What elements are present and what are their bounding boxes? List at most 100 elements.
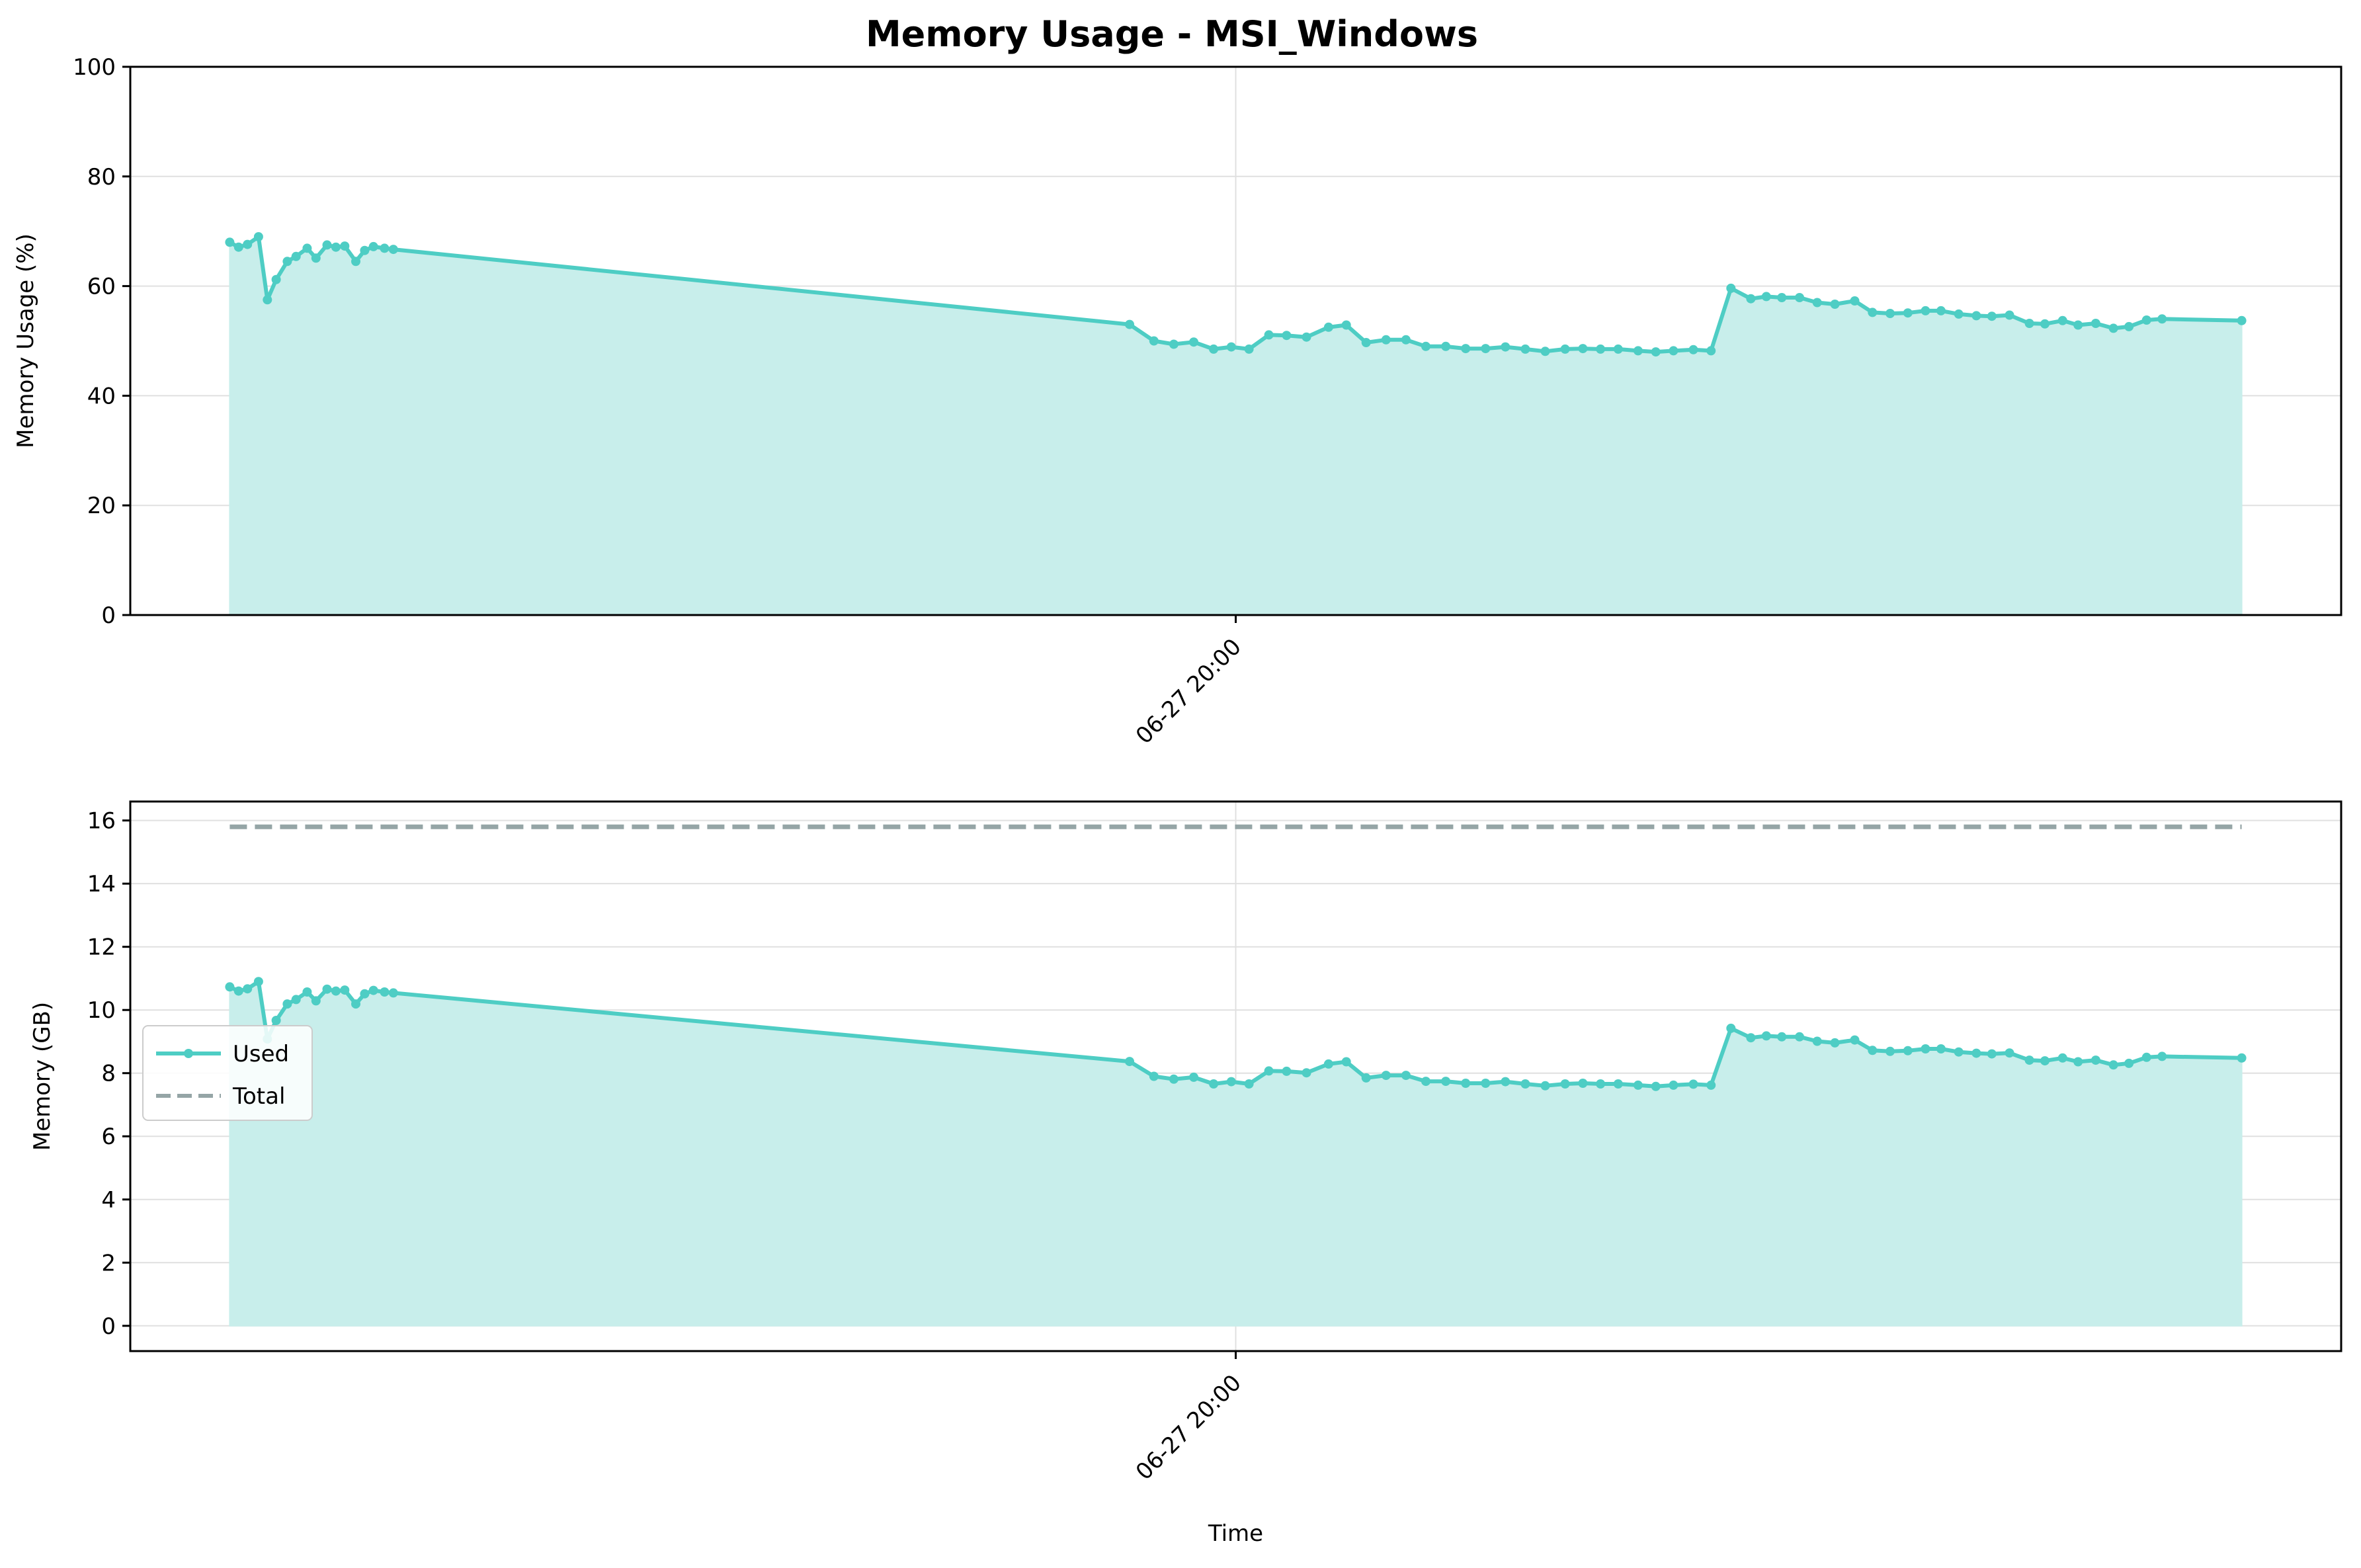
percent-data-point <box>1244 344 1254 354</box>
gb-y-tick-label: 14 <box>87 871 116 897</box>
percent-data-point <box>291 251 301 261</box>
gb-y-ticks: 0 2 4 6 8 10 12 14 16 <box>87 808 130 1340</box>
gb-data-point <box>2108 1060 2118 1070</box>
percent-data-point <box>2237 315 2247 325</box>
gb-data-point <box>1209 1079 1219 1089</box>
percent-data-point <box>1264 330 1274 340</box>
gb-series-lines <box>229 824 2242 1089</box>
legend-total-label: Total <box>232 1083 285 1110</box>
gb-data-point <box>2040 1056 2050 1066</box>
gb-series-used-line <box>229 979 2242 1089</box>
percent-data-point <box>263 295 272 305</box>
gb-y-tick-label: 4 <box>101 1187 116 1214</box>
percent-data-point <box>1381 335 1391 345</box>
gb-data-point <box>1613 1079 1623 1089</box>
percent-data-point <box>1954 309 1964 319</box>
gb-data-point <box>2141 1052 2151 1062</box>
gb-data-point <box>1706 1080 1716 1090</box>
gb-data-point <box>1936 1044 1946 1053</box>
percent-data-point <box>1903 308 1913 318</box>
gb-data-point <box>282 999 292 1009</box>
percent-data-point <box>1669 346 1678 356</box>
legend: Used Total <box>142 1025 313 1121</box>
gb-x-axis-label: Time <box>1208 1520 1263 1547</box>
gb-data-point <box>1669 1080 1678 1090</box>
percent-data-point <box>2073 320 2083 330</box>
chart-title: Memory Usage - MSI_Windows <box>866 13 1478 55</box>
percent-data-point <box>1149 336 1159 346</box>
percent-series-lines <box>228 235 2242 354</box>
percent-data-point <box>282 257 292 267</box>
percent-data-point <box>1560 344 1570 354</box>
percent-data-point <box>302 243 312 253</box>
percent-data-point <box>2108 323 2118 333</box>
percent-data-point <box>322 240 332 250</box>
gb-data-point <box>271 1016 281 1025</box>
percent-data-point <box>1302 332 1311 342</box>
gb-data-point <box>1149 1071 1159 1081</box>
percent-data-point <box>1461 344 1471 354</box>
percent-data-point <box>2024 319 2034 328</box>
percent-data-point <box>1777 293 1787 302</box>
gb-y-axis-label: Memory (GB) <box>29 1002 56 1151</box>
gb-data-point <box>1746 1033 1756 1043</box>
percent-data-point <box>1830 300 1840 309</box>
percent-data-point <box>1323 322 1333 332</box>
gb-y-tick-label: 16 <box>87 808 116 835</box>
gb-data-point <box>1868 1046 1878 1055</box>
gb-data-point <box>1633 1080 1643 1090</box>
gb-data-point <box>291 995 301 1005</box>
gb-y-tick-label: 8 <box>101 1061 116 1087</box>
gb-data-point <box>1302 1068 1311 1078</box>
percent-data-point <box>1421 341 1430 351</box>
gb-data-point <box>2124 1058 2134 1068</box>
gb-y-tick-label: 12 <box>87 934 116 961</box>
percent-data-point <box>2141 315 2151 325</box>
gb-data-point <box>1726 1023 1736 1033</box>
percent-data-point <box>1401 335 1411 345</box>
gb-y-tick-label: 0 <box>101 1313 116 1340</box>
gb-y-tick-label: 10 <box>87 997 116 1024</box>
percent-data-point <box>1688 345 1698 354</box>
gb-data-point <box>1596 1079 1606 1089</box>
gb-data-point <box>1921 1044 1930 1053</box>
gb-data-point <box>2024 1055 2034 1065</box>
percent-data-point <box>388 245 398 255</box>
percent-y-tick-label: 0 <box>101 602 116 629</box>
percent-data-point <box>368 241 378 251</box>
percent-data-point <box>271 274 281 284</box>
gb-data-point <box>2237 1053 2247 1063</box>
gb-data-point <box>1812 1036 1822 1046</box>
gb-data-point <box>2157 1052 2167 1061</box>
gb-data-point <box>1441 1077 1451 1087</box>
percent-series-used-line <box>228 235 2242 354</box>
percent-data-point <box>1936 306 1946 315</box>
gb-data-point <box>322 984 332 994</box>
percent-data-point <box>1189 337 1198 347</box>
gb-data-point <box>1481 1079 1491 1088</box>
percent-data-point <box>2057 315 2067 325</box>
gb-data-point <box>1885 1046 1895 1056</box>
percent-data-point <box>1885 309 1895 318</box>
percent-data-point <box>1812 298 1822 308</box>
percent-data-point <box>1169 339 1179 349</box>
gb-data-point <box>233 986 243 996</box>
gb-data-point <box>1560 1079 1570 1089</box>
percent-data-point <box>1578 344 1588 354</box>
legend-used-label: Used <box>233 1041 289 1067</box>
gb-data-point <box>1954 1047 1964 1057</box>
legend-box <box>142 1025 313 1121</box>
gb-data-point <box>368 985 378 995</box>
gb-data-point <box>1520 1079 1530 1089</box>
percent-y-tick-label: 60 <box>87 274 116 300</box>
percent-data-point <box>243 239 253 249</box>
percent-data-point <box>1868 308 1878 317</box>
percent-data-point <box>2091 319 2100 328</box>
percent-data-point <box>253 232 263 241</box>
gb-data-point <box>1401 1071 1411 1081</box>
gb-data-point <box>1651 1081 1661 1091</box>
gb-data-point <box>2057 1053 2067 1063</box>
percent-data-point <box>1706 346 1716 356</box>
